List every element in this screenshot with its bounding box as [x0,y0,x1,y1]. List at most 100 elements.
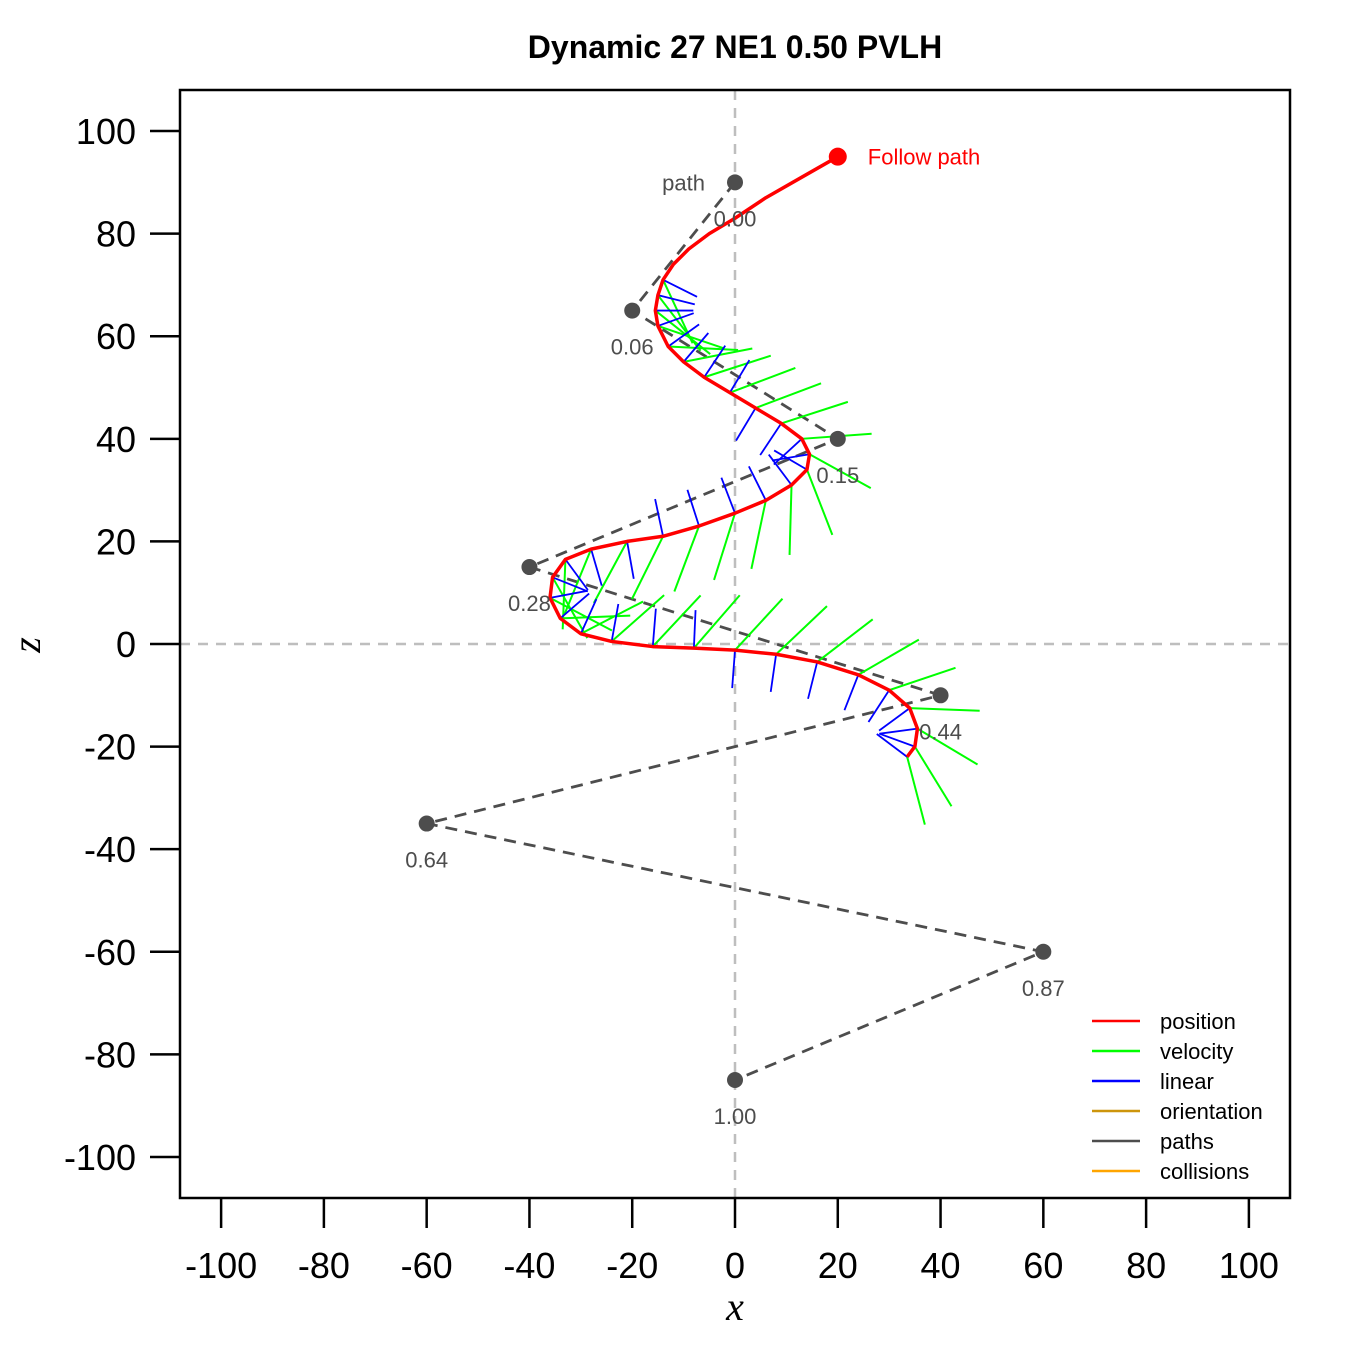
waypoint-label: 0.64 [405,848,448,873]
y-tick-label: 20 [96,521,136,562]
agent-marker [828,147,847,166]
path-line [426,181,1049,1082]
velocity-vector [755,382,822,409]
y-tick-label: 60 [96,316,136,357]
velocity-vector [729,367,796,394]
linear-vector [867,689,890,723]
x-axis: -100 -80 -60 -40 -20 0 20 40 60 80 100 [185,1198,1279,1286]
linear-vector [549,589,588,599]
linear-vector [682,332,709,363]
x-tick-label: 0 [725,1245,745,1286]
agent-label: Follow path [868,145,981,170]
velocity-vector [888,666,956,692]
linear-vector [878,707,911,732]
x-tick-label: 100 [1219,1245,1279,1286]
linear-vector [748,465,767,501]
y-tick-label: -60 [84,932,136,973]
velocity-vector [906,756,926,825]
linear-vector [729,359,751,394]
y-tick-label: -80 [84,1034,136,1075]
waypoint-marker [624,302,641,319]
linear-vector [590,548,603,586]
linear-vector [559,592,590,620]
y-tick-label: 0 [116,624,136,665]
velocity-vector [668,345,739,351]
x-tick-label: 80 [1126,1245,1166,1286]
velocity-vector [657,325,725,350]
y-tick-label: 40 [96,419,136,460]
velocity-vector [580,600,644,635]
velocity-vector [592,540,628,604]
velocity-vector [788,484,793,555]
linear-vector [686,489,700,527]
linear-vector [731,650,736,689]
linear-vector [769,654,778,693]
waypoint-marker [829,430,846,447]
velocity-vector [713,512,736,581]
velocity-vector [780,400,849,425]
linear-layer [549,278,918,758]
velocity-vector [654,309,711,355]
velocity-vector [611,594,665,643]
linear-vector [703,345,726,378]
velocity-vector [693,594,741,649]
x-tick-label: 20 [818,1245,858,1286]
y-axis: -100 -80 -60 -40 -20 0 20 40 60 80 100 [64,111,180,1178]
linear-vector [878,732,916,748]
legend-label: position [1160,1009,1236,1034]
x-axis-label: x [725,1284,744,1329]
legend-label: velocity [1160,1039,1233,1064]
velocity-vector [916,727,979,766]
x-tick-label: 40 [921,1245,961,1286]
linear-vector [843,674,860,711]
linear-vector [651,608,657,647]
linear-vector [564,558,589,591]
linear-vector [580,598,598,635]
linear-vector [879,727,918,735]
velocity-vector [703,354,772,379]
velocity-vector [816,618,874,663]
velocity-vector [750,500,767,570]
x-tick-label: -100 [185,1245,257,1286]
y-axis-label: z [4,637,49,654]
velocity-vector [652,594,702,648]
path-layer [426,181,1049,1082]
legend-label: linear [1160,1069,1214,1094]
legend-label: paths [1160,1129,1214,1154]
waypoint-marker [521,559,538,576]
velocity-vector [857,638,920,676]
x-tick-label: -80 [298,1245,350,1286]
x-tick-label: 60 [1023,1245,1063,1286]
velocity-vector [914,746,953,807]
waypoint-marker [1035,943,1052,960]
velocity-vector [549,596,613,632]
path-name-label: path [662,170,705,195]
waypoint-label: 0.06 [611,335,654,360]
linear-vector [759,422,782,456]
chart-title: Dynamic 27 NE1 0.50 PVLH [528,29,942,65]
waypoint-marker [727,174,743,191]
y-tick-label: 100 [76,111,136,152]
linear-vector [654,498,664,537]
waypoint-label: 0.87 [1022,976,1065,1001]
velocity-vector [806,469,834,536]
linear-vector [610,603,620,642]
linear-vector [720,477,736,514]
velocity-vector [775,605,828,655]
linear-vector [807,661,819,700]
waypoint-marker [932,687,949,704]
waypoint-marker [418,815,435,832]
y-tick-label: -20 [84,727,136,768]
linear-vector [662,278,698,298]
linear-vector [876,733,908,758]
legend: position velocity linear orientation paths co… [1092,1009,1263,1184]
reference-lines [180,90,1290,1198]
legend-label: collisions [1160,1159,1249,1184]
velocity-vector [563,548,593,615]
velocity-vector [909,707,980,712]
linear-vector [657,294,695,306]
waypoint-label: 0.44 [919,719,962,744]
velocity-vector [560,614,631,620]
waypoint-label: 0.28 [508,591,551,616]
